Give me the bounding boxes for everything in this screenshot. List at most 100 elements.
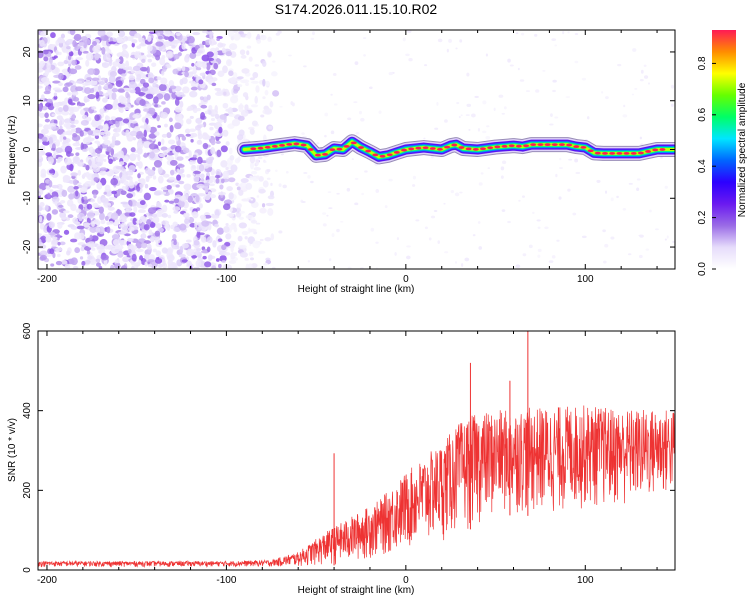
noise-speck: [57, 61, 65, 67]
noise-speck: [472, 234, 476, 237]
ridge-peak: [279, 143, 286, 147]
noise-speck: [249, 175, 253, 181]
noise-speck: [106, 221, 111, 225]
noise-speck: [137, 259, 142, 265]
noise-speck: [58, 204, 64, 208]
noise-speck: [51, 184, 59, 189]
noise-speck: [94, 140, 100, 144]
noise-speck: [186, 248, 195, 257]
noise-speck: [62, 86, 69, 93]
noise-speck: [196, 139, 203, 145]
noise-speck: [102, 53, 108, 62]
noise-speck: [316, 142, 320, 145]
noise-speck: [537, 248, 542, 252]
ridge-peak: [257, 146, 264, 150]
noise-speck: [46, 62, 51, 70]
noise-speck: [157, 175, 164, 184]
noise-speck: [41, 136, 48, 142]
noise-speck: [105, 53, 111, 61]
noise-speck: [191, 255, 198, 259]
noise-speck: [152, 82, 157, 88]
noise-speck: [193, 74, 198, 78]
noise-speck: [173, 240, 177, 246]
noise-speck: [174, 98, 180, 106]
noise-speck: [175, 184, 180, 188]
noise-speck: [99, 108, 105, 114]
noise-speck: [141, 217, 147, 223]
noise-speck: [250, 104, 259, 108]
noise-speck: [258, 250, 266, 254]
noise-speck: [192, 31, 201, 36]
noise-speck: [39, 202, 45, 208]
ridge-peak: [322, 152, 329, 156]
noise-speck: [89, 234, 93, 241]
noise-speck: [388, 178, 393, 182]
noise-speck: [139, 221, 146, 230]
noise-speck: [279, 105, 283, 108]
noise-speck: [115, 58, 121, 63]
noise-speck: [255, 175, 260, 179]
noise-speck: [415, 219, 420, 222]
ridge-peak: [365, 149, 372, 153]
noise-speck: [86, 77, 93, 81]
noise-speck: [501, 112, 505, 115]
noise-speck: [127, 248, 132, 254]
noise-speck: [119, 239, 124, 246]
noise-speck: [250, 257, 254, 261]
noise-speck: [72, 40, 77, 48]
noise-speck: [636, 178, 641, 181]
noise-speck: [482, 100, 487, 105]
noise-speck: [250, 263, 258, 269]
noise-speck: [551, 255, 556, 259]
noise-speck: [603, 260, 607, 264]
noise-speck: [347, 266, 352, 269]
noise-speck: [129, 130, 138, 136]
noise-speck: [255, 222, 261, 225]
noise-speck: [148, 254, 155, 260]
noise-speck: [224, 264, 232, 269]
noise-speck: [49, 189, 54, 193]
noise-speck: [558, 196, 562, 200]
noise-speck: [73, 185, 79, 190]
noise-speck: [172, 246, 177, 250]
noise-speck: [271, 266, 276, 269]
noise-speck: [209, 30, 213, 39]
noise-speck: [244, 257, 249, 261]
ridge-peak: [357, 146, 364, 149]
noise-speck: [189, 52, 197, 60]
noise-speck: [267, 208, 274, 216]
noise-speck: [575, 171, 581, 175]
noise-speck: [62, 210, 70, 214]
noise-speck: [93, 85, 98, 93]
noise-speck: [184, 218, 190, 224]
ridge-peak: [645, 150, 652, 153]
noise-speck: [71, 91, 79, 96]
ridge-peak: [401, 148, 408, 152]
ridge-peak: [314, 153, 321, 157]
noise-speck: [302, 135, 307, 139]
noise-speck: [218, 126, 223, 134]
noise-speck: [210, 147, 215, 155]
ridge-peak: [472, 147, 479, 151]
noise-speck: [38, 151, 43, 160]
noise-speck: [465, 114, 470, 117]
noise-speck: [75, 80, 83, 84]
noise-speck: [105, 115, 111, 121]
noise-speck: [568, 158, 573, 161]
noise-speck: [640, 69, 644, 74]
noise-speck: [202, 142, 209, 150]
noise-speck: [139, 182, 144, 189]
noise-speck: [219, 184, 224, 190]
noise-speck: [169, 124, 174, 133]
noise-speck: [238, 216, 244, 220]
noise-speck: [102, 97, 108, 103]
noise-speck: [86, 250, 91, 255]
noise-speck: [559, 157, 562, 161]
noise-speck: [72, 155, 81, 164]
noise-speck: [151, 62, 157, 67]
noise-speck: [112, 61, 120, 67]
snr-panel: -200 -100 0 100 0 200 400 600 Height of straig…: [7, 322, 676, 596]
noise-speck: [98, 226, 105, 235]
noise-speck: [188, 80, 196, 84]
